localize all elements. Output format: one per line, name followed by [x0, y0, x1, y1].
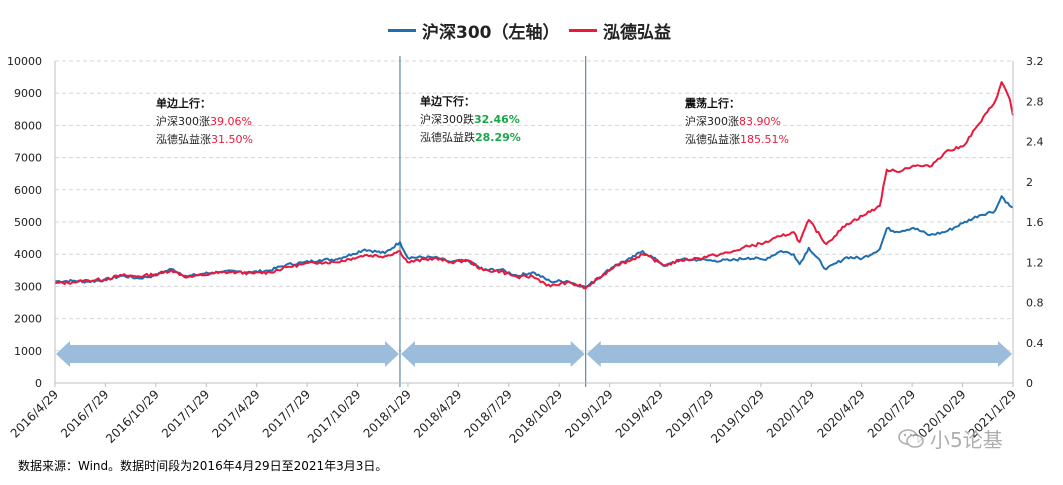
period-arrow: [586, 341, 1012, 368]
y-left-tick-label: 6000: [14, 184, 42, 197]
annotation-value: 32.46%: [474, 113, 520, 126]
y-right-tick-label: 1.6: [1026, 216, 1044, 229]
source-note: 数据来源：Wind。数据时间段为2016年4月29日至2021年3月3日。: [18, 459, 388, 473]
y-right-tick-label: 1.2: [1026, 256, 1044, 269]
series-line-csi300: [55, 195, 1014, 289]
y-left-tick-label: 8000: [14, 119, 42, 132]
x-tick-label: 2018/1/29: [361, 387, 414, 440]
y-left-tick-label: 0: [35, 377, 42, 390]
legend-item-csi300: 沪深300（左轴）: [388, 18, 560, 43]
legend-swatch-fund: [569, 29, 597, 32]
y-left-tick-label: 4000: [14, 248, 42, 261]
watermark-text: 小5论基: [930, 428, 1003, 452]
x-tick-label: 2016/4/29: [8, 387, 61, 440]
x-tick-label: 2016/10/29: [103, 387, 162, 446]
x-tick-label: 2018/7/29: [462, 387, 515, 440]
x-tick-label: 2016/7/29: [58, 387, 111, 440]
x-tick-label: 2017/4/29: [209, 387, 262, 440]
x-tick-labels: 2016/4/292016/7/292016/10/292017/1/29201…: [8, 383, 1019, 446]
y-left-tick-label: 7000: [14, 152, 42, 165]
y-right-tick-label: 0: [1026, 377, 1033, 390]
annotation-line: 泓德弘益涨185.51%: [685, 132, 789, 146]
period-arrow: [56, 341, 399, 368]
annotation-prefix: 沪深300涨: [156, 114, 210, 128]
annotation-prefix: 泓德弘益跌: [420, 130, 475, 144]
x-tick-label: 2018/4/29: [411, 387, 464, 440]
series-line-fund: [54, 81, 1014, 290]
y-right-tick-label: 2.8: [1026, 95, 1044, 108]
annotation-prefix: 泓德弘益涨: [685, 132, 740, 146]
x-tick-label: 2019/1/29: [562, 387, 615, 440]
annotation-line: 沪深300涨83.90%: [685, 114, 781, 128]
y-left-tick-labels: 0 1000 2000 3000 4000 5000 6000 7000 8000 9000 100…: [7, 55, 42, 390]
y-left-tick-label: 2000: [14, 313, 42, 326]
x-tick-label: 2017/7/29: [260, 387, 313, 440]
y-left-tick-label: 3000: [14, 280, 42, 293]
annotation-prefix: 沪深300涨: [685, 114, 739, 128]
y-right-tick-label: 0.4: [1026, 337, 1044, 350]
annotation-line: 泓德弘益涨31.50%: [156, 132, 253, 146]
legend-swatch-csi300: [388, 29, 416, 32]
annotation-value: 83.90%: [739, 115, 781, 128]
x-tick-label: 2019/10/29: [708, 387, 767, 446]
x-tick-label: 2018/10/29: [507, 387, 566, 446]
annotation-value: 39.06%: [210, 115, 252, 128]
legend: 沪深300（左轴） 泓德弘益: [0, 18, 1063, 46]
axes: [54, 61, 1014, 384]
y-left-tick-label: 10000: [7, 55, 42, 68]
watermark: 小5论基: [898, 424, 1003, 453]
annotation-title: 单边上行：: [156, 96, 211, 110]
y-left-tick-label: 9000: [14, 87, 42, 100]
y-left-tick-label: 5000: [14, 216, 42, 229]
x-tick-label: 2019/7/29: [663, 387, 716, 440]
annotation-value: 28.29%: [475, 131, 521, 144]
x-tick-label: 2017/1/29: [159, 387, 212, 440]
annotation-title: 单边下行：: [420, 94, 475, 108]
legend-item-fund: 泓德弘益: [569, 18, 671, 43]
y-right-tick-label: 2: [1026, 176, 1033, 189]
x-tick-label: 2019/4/29: [613, 387, 666, 440]
annotation-prefix: 沪深300跌: [420, 112, 474, 126]
annotation-line: 泓德弘益跌28.29%: [420, 130, 521, 144]
annotation-value: 31.50%: [211, 133, 253, 146]
x-tick-label: 2017/10/29: [305, 387, 364, 446]
period-arrow: [400, 341, 585, 368]
y-left-tick-label: 1000: [14, 345, 42, 358]
annotation-line: 沪深300涨39.06%: [156, 114, 252, 128]
x-tick-label: 2020/1/29: [764, 387, 817, 440]
y-right-tick-labels: 0 0.4 0.8 1.2 1.6 2 2.4 2.8 3.2: [1026, 55, 1044, 390]
legend-label-fund: 泓德弘益: [603, 23, 671, 43]
gridlines: [55, 60, 1013, 352]
y-right-tick-label: 2.4: [1026, 136, 1044, 149]
period-arrows: [56, 341, 1012, 368]
annotation-value: 185.51%: [740, 133, 789, 146]
y-right-tick-label: 0.8: [1026, 297, 1044, 310]
annotation-line: 沪深300跌32.46%: [420, 112, 520, 126]
series-lines: [54, 81, 1014, 290]
period-annotations: 单边上行：沪深300涨39.06%泓德弘益涨31.50%单边下行：沪深300跌3…: [156, 94, 789, 146]
x-tick-label: 2020/4/29: [814, 387, 867, 440]
legend-label-csi300: 沪深300（左轴）: [422, 23, 560, 43]
y-right-tick-label: 3.2: [1026, 55, 1044, 68]
period-dividers: [399, 56, 587, 387]
wechat-icon: [898, 428, 924, 448]
annotation-prefix: 泓德弘益涨: [156, 132, 211, 146]
annotation-title: 震荡上行：: [684, 96, 740, 110]
